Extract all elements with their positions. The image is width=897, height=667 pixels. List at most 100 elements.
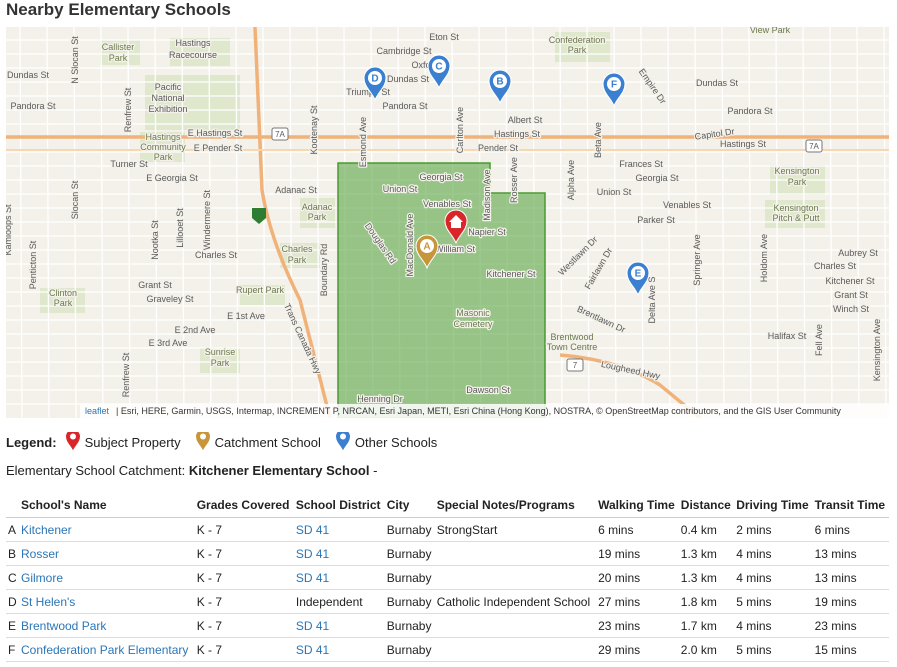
map-label: Charles (281, 244, 313, 254)
table-cell: 4 mins (734, 565, 813, 590)
marker-letter: E (635, 269, 642, 280)
table-cell: SD 41 (293, 613, 385, 638)
attribution-box (80, 404, 889, 418)
table-cell: SD 41 (293, 637, 385, 662)
marker-badge (493, 74, 507, 88)
district-link[interactable]: SD 41 (295, 522, 330, 537)
map-label: Rupert Park (236, 285, 285, 295)
table-cell: St Helen's (18, 589, 195, 614)
map-label: Eton St (429, 32, 459, 42)
map-labels: Hastings Racecourse PacificNationalExhibit… (6, 27, 883, 405)
map-label: William St (435, 244, 475, 254)
map-label: Alpha Ave (566, 160, 576, 200)
header-cell: Driving Time (734, 494, 813, 518)
map[interactable]: Hastings Racecourse PacificNationalExhibit… (6, 27, 889, 418)
map-label: Cemetery (453, 319, 493, 329)
map-label: Boundary Rd (319, 244, 329, 297)
map-label: Masonic (456, 308, 490, 318)
table-cell: Burnaby (384, 541, 435, 566)
map-label: E Pender St (194, 143, 243, 153)
table-row: C Gilmore K - 7 SD 41 Burnaby 20 mins 1.3 km 4 … (6, 565, 889, 590)
table-cell: Gilmore (18, 565, 195, 590)
table-cell: Brentwood Park (18, 613, 195, 638)
map-label: Hastings St (494, 129, 541, 139)
map-label: Penticton St (28, 240, 38, 289)
school-link[interactable]: Kitchener (20, 522, 72, 537)
road-shield (566, 358, 584, 372)
map-label: Carlton Ave (455, 107, 465, 153)
map-label: Georgia St (419, 172, 463, 182)
table-cell: 19 mins (812, 589, 889, 614)
table-cell: F (6, 637, 19, 662)
marker-letter: F (611, 80, 617, 91)
map-label: E 3rd Ave (149, 338, 188, 348)
school-marker[interactable]: C (427, 54, 451, 90)
school-marker[interactable]: F (602, 72, 626, 108)
school-marker[interactable]: B (488, 69, 512, 105)
catchment-area (337, 162, 546, 418)
table-cell: K - 7 (194, 637, 294, 662)
map-label: Charles St (195, 250, 238, 260)
table-cell: StrongStart (434, 517, 597, 542)
legend-icon-dot (339, 433, 346, 440)
catchment-suffix: - (373, 463, 378, 478)
table-cell: 13 mins (812, 541, 889, 566)
map-label: Sunrise (205, 347, 236, 357)
pin (334, 432, 351, 452)
road-shield (271, 127, 289, 141)
table-cell: Burnaby (384, 517, 435, 542)
attribution-link[interactable]: leaflet (85, 406, 110, 416)
map-label: Rosser Ave (509, 157, 519, 203)
legend-icon-dot (199, 433, 206, 440)
school-marker[interactable]: D (363, 66, 387, 102)
map-label: Albert St (508, 115, 543, 125)
map-label: Aubrey St (838, 248, 878, 258)
marker-badge (420, 239, 434, 253)
district-link[interactable]: SD 41 (295, 642, 330, 657)
map-label: Venables St (423, 199, 472, 209)
map-label: Beta Ave (593, 122, 603, 158)
map-label: Frances St (619, 159, 663, 169)
marker-letter: B (496, 77, 503, 88)
map-label: Hastings (175, 38, 211, 48)
school-link[interactable]: Gilmore (20, 570, 63, 585)
school-link[interactable]: Rosser (20, 546, 59, 561)
legend-icon-dot (69, 433, 76, 440)
school-marker[interactable]: E (626, 261, 650, 297)
map-label: Slocan St (70, 180, 80, 219)
table-cell: 1.7 km (678, 613, 735, 638)
header-cell (6, 494, 19, 518)
table-cell: 13 mins (812, 565, 889, 590)
map-label: E 1st Ave (227, 311, 265, 321)
map-label: E 2nd Ave (175, 325, 216, 335)
subject-marker[interactable] (444, 209, 468, 245)
table-cell (434, 613, 597, 638)
header-cell: School's Name (18, 494, 195, 518)
highway-shield (252, 208, 266, 224)
map-label: Georgia St (635, 173, 679, 183)
table-cell: 27 mins (596, 589, 679, 614)
school-link[interactable]: Confederation Park Elementary (20, 642, 189, 657)
map-label: Eton St (440, 27, 470, 29)
table-cell: Kitchener (18, 517, 195, 542)
school-marker[interactable]: A (415, 234, 439, 270)
map-label: Holdom Ave (759, 234, 769, 282)
school-link[interactable]: Brentwood Park (20, 618, 107, 633)
marker-badge (631, 266, 645, 280)
catchment-school: Kitchener Elementary School (188, 463, 370, 478)
table-cell: 6 mins (596, 517, 679, 542)
table-cell: 15 mins (812, 637, 889, 662)
map-label: Pandora St (382, 101, 428, 111)
district-link[interactable]: SD 41 (295, 618, 330, 633)
schools-table: School's Name Grades Covered School Distri… (6, 494, 889, 662)
map-label: Pacific (155, 82, 182, 92)
map-label: Halifax St (768, 331, 807, 341)
district-link[interactable]: SD 41 (295, 546, 330, 561)
school-link[interactable]: St Helen's (20, 594, 76, 609)
table-cell: 0.4 km (678, 517, 735, 542)
header-cell: Walking Time (596, 494, 679, 518)
legend-icon (64, 432, 81, 452)
table-cell: B (6, 541, 19, 566)
district-link[interactable]: SD 41 (295, 570, 330, 585)
